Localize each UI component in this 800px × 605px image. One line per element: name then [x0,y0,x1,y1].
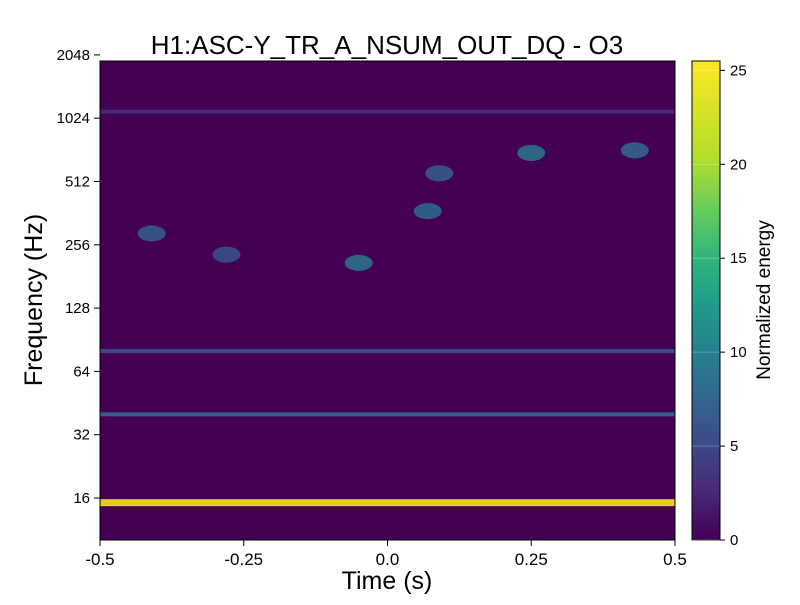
y-tick-label: 64 [73,363,90,380]
spectral-line [100,412,675,417]
x-tick-label: -0.25 [224,550,263,569]
colorbar-tick-label: 25 [730,62,747,79]
energy-blob [212,246,241,263]
x-tick-label: 0.0 [376,550,400,569]
colorbar-ticks: 0 5 10 15 20 25 [692,62,747,549]
colorbar-tick-label: 5 [730,438,738,455]
energy-blob [137,225,166,242]
energy-blob [517,144,546,161]
y-axis-label: Frequency (Hz) [20,214,48,386]
x-tick-label: 0.25 [515,550,548,569]
x-tick-label: -0.5 [85,550,114,569]
y-tick-label: 32 [73,427,90,444]
y-tick-label: 2048 [57,47,90,64]
y-tick-label: 1024 [57,110,90,127]
colorbar-tick-label: 15 [730,250,747,267]
spectrogram-plot-area [99,60,676,541]
x-tick-label: 0.5 [663,550,687,569]
colorbar-tick-label: 0 [730,532,738,549]
energy-blob [344,254,373,271]
energy-features [100,109,675,507]
chart-title: H1:ASC-Y_TR_A_NSUM_OUT_DQ - O3 [151,30,623,60]
colorbar: 0 5 10 15 20 25 Normalized energy [691,60,775,549]
spectral-line [100,109,675,114]
colorbar-tick-label: 10 [730,344,747,361]
y-tick-label: 16 [73,490,90,507]
spectral-line [100,349,675,354]
y-tick-label: 512 [65,174,90,191]
colorbar-gradient [691,60,721,541]
colorbar-label: Normalized energy [754,220,775,380]
y-tick-label: 128 [65,300,90,317]
plot-background [100,61,675,540]
spectral-line [100,499,675,507]
x-axis: -0.5 -0.25 0.0 0.25 0.5 [85,540,687,569]
y-tick-label: 256 [65,237,90,254]
y-axis: 16 32 64 128 256 512 1024 2048 [57,47,100,507]
energy-blob [413,203,442,220]
energy-blob [620,142,649,159]
x-axis-label: Time (s) [342,567,433,595]
colorbar-tick-label: 20 [730,156,747,173]
energy-blob [425,165,454,182]
